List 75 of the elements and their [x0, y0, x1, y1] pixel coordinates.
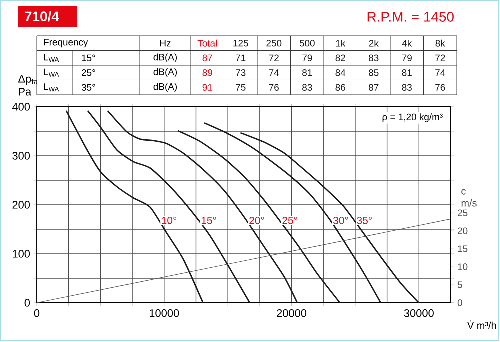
chart-title: 710/4: [25, 11, 60, 22]
category-label: 125: [234, 40, 248, 47]
category-label: 2k: [369, 40, 379, 47]
data-label: 76: [436, 84, 446, 91]
data-label: 83: [302, 84, 312, 91]
text: Hz: [160, 40, 171, 47]
line-series: [87, 110, 251, 304]
y2-axis-title: c m/s: [462, 189, 477, 207]
data-label: 87: [202, 54, 212, 62]
x-tick-label: 10000: [150, 310, 180, 318]
x-tick-label: 30000: [404, 310, 434, 318]
data-label: 75: [236, 84, 246, 91]
x-tick-label: 20000: [277, 310, 307, 318]
data-label: 73: [236, 70, 246, 76]
y-tick-label: 400: [12, 103, 30, 111]
y2-tick-label: 5: [458, 282, 462, 288]
data-label: 87: [369, 84, 379, 91]
text: Frequency: [44, 39, 88, 48]
line-series: [204, 122, 382, 304]
y-axis-title: Δp$_{fa}$ Pa: [18, 75, 38, 96]
y2-tick-label: 25: [458, 210, 468, 216]
data-label: 79: [402, 54, 412, 62]
chart-subtitle: R.P.M. = 1450: [368, 12, 454, 22]
y2-tick-label: 15: [458, 246, 468, 252]
line-series: [107, 110, 298, 304]
series-label: 20°: [250, 216, 264, 224]
y2-tick-label: 0: [458, 300, 462, 306]
annotation: ρ = 1,20 kg/m³: [382, 114, 443, 122]
text: L$_{WA}$: [44, 54, 60, 62]
data-label: 82: [336, 54, 346, 62]
series-label: 10°: [162, 216, 177, 224]
data-label: 89: [202, 70, 212, 76]
series-label: 35°: [357, 216, 372, 224]
y-tick-label: 100: [13, 250, 30, 258]
series-label: 15°: [202, 216, 216, 224]
text: L$_{WA}$: [44, 68, 60, 77]
x-axis-title: V̇ m³/h: [468, 320, 496, 330]
y-tick-label: 200: [12, 201, 30, 209]
data-label: 81: [302, 70, 312, 76]
data-label: 85: [369, 70, 379, 76]
data-label: 74: [269, 70, 280, 76]
y2-tick-label: 10: [458, 264, 468, 270]
text: dB(A): [154, 68, 178, 78]
data-label: 83: [369, 54, 379, 62]
data-label: 74: [436, 70, 446, 76]
y-tick-label: 0: [24, 299, 30, 307]
data-label: 84: [336, 70, 346, 76]
line-series: [66, 110, 204, 304]
category-label: Total: [198, 40, 217, 47]
category-label: 4k: [402, 40, 412, 47]
category-label: 250: [266, 40, 282, 47]
text: dB(A): [154, 54, 178, 63]
data-label: 83: [402, 84, 412, 91]
data-label: 86: [336, 84, 346, 91]
y-tick-label: 300: [12, 152, 30, 160]
text: dB(A): [154, 83, 178, 92]
data-label: 76: [269, 84, 279, 91]
y2-tick-label: 20: [458, 228, 468, 234]
category-label: 500: [300, 40, 315, 47]
data-label: 72: [269, 54, 279, 62]
category-label: 8k: [436, 40, 446, 47]
data-label: 81: [402, 70, 412, 76]
text: 35°: [82, 84, 96, 91]
data-label: 91: [202, 84, 212, 91]
x-tick-label: 0: [34, 310, 40, 318]
line-series: [240, 132, 420, 304]
data-label: 72: [436, 54, 446, 62]
category-label: 1k: [336, 40, 346, 47]
series-label: 30°: [334, 216, 348, 224]
text: L$_{WA}$: [44, 84, 60, 92]
data-label: 79: [302, 54, 312, 62]
text: 25°: [82, 70, 96, 76]
data-label: 71: [236, 54, 246, 62]
series-label: 25°: [282, 216, 298, 224]
text: 15°: [82, 54, 96, 62]
